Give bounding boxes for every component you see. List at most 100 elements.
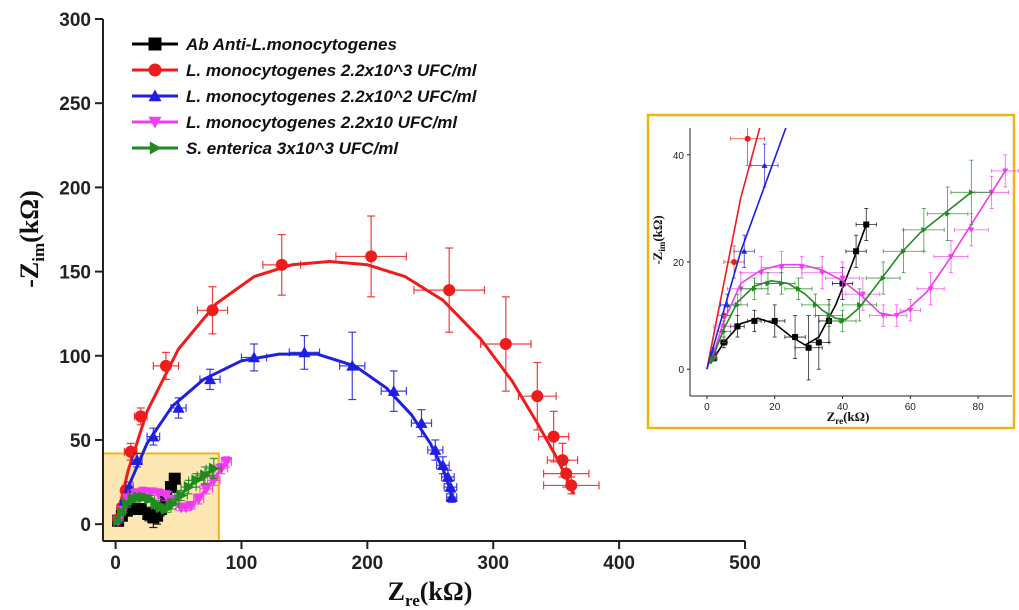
legend-marker	[149, 141, 162, 155]
data-point	[192, 494, 205, 505]
inset-data-point	[945, 210, 951, 217]
inset-x-tick-label: 40	[837, 402, 849, 413]
inset-data-point	[735, 301, 741, 308]
inset-data-point	[772, 23, 778, 29]
inset-data-point	[968, 189, 975, 196]
y-axis-title-main: -Z	[15, 262, 44, 288]
inset-data-point	[880, 313, 887, 319]
data-point	[206, 304, 219, 317]
data-point	[365, 250, 378, 263]
data-point	[443, 284, 456, 297]
data-point	[387, 385, 400, 396]
y-tick-label: 200	[59, 178, 91, 199]
data-point	[168, 472, 181, 485]
inset-fit-line	[709, 224, 868, 365]
inset-y-axis-title-main: -Z	[650, 251, 665, 264]
data-point	[436, 459, 449, 471]
inset-data-point	[947, 254, 954, 260]
inset-data-point	[806, 87, 812, 92]
inset-data-point	[927, 286, 934, 292]
legend-label: L. monocytogenes 2.2x10^2 UFC/ml	[186, 87, 478, 106]
inset-data-point	[798, 264, 805, 271]
inset-frame	[646, 113, 1016, 430]
data-point	[560, 467, 573, 480]
data-point	[547, 430, 560, 443]
data-point	[445, 491, 458, 503]
y-axis-title-sub: im	[29, 243, 48, 262]
data-point	[220, 457, 233, 468]
inset-data-point	[711, 355, 717, 362]
inset-data-point	[839, 275, 846, 282]
data-point	[531, 390, 544, 403]
series-l-monocytogenes-2-2x10-2-ufc-ml	[112, 331, 458, 525]
fit-line	[114, 352, 455, 525]
data-point	[113, 514, 125, 527]
legend-label: L. monocytogenes 2.2x10 UFC/ml	[186, 113, 458, 132]
legend-marker	[148, 89, 162, 102]
data-point	[556, 454, 569, 467]
inset-y-axis-title-unit: (kΩ)	[650, 215, 665, 241]
legend-marker	[148, 116, 162, 129]
x-axis-title: Zre(kΩ)	[388, 577, 473, 610]
inset-data-point	[771, 317, 778, 324]
inset-x-axis-title-sub: re	[835, 416, 843, 426]
x-tick-label: 300	[477, 553, 509, 574]
x-axis-title-main: Z	[388, 577, 405, 606]
data-point	[124, 445, 137, 458]
data-point	[565, 479, 578, 492]
inset-x-tick-label: 60	[905, 402, 917, 413]
data-point	[208, 462, 220, 475]
inset-data-point	[907, 307, 914, 314]
data-point	[191, 474, 203, 487]
y-tick-label: 300	[59, 10, 91, 31]
inset-data-point	[796, 285, 802, 292]
y-tick-label: 250	[59, 94, 91, 115]
data-point	[130, 454, 143, 465]
legend-item-ab-anti-l-monocytogenes: Ab Anti-L.monocytogenes	[132, 35, 397, 54]
data-point	[144, 492, 156, 505]
data-point	[167, 497, 179, 510]
inset-data-point	[744, 135, 751, 142]
inset-data-point	[761, 162, 768, 168]
y-axis-title: -Zim(kΩ)	[15, 190, 48, 288]
inset-data-point	[734, 323, 741, 330]
inset-data-point	[815, 339, 822, 346]
x-tick-label: 0	[110, 553, 121, 574]
inset-data-point	[779, 280, 785, 287]
inset-series-s-enterica-3x10-3-ufc-ml	[709, 159, 993, 365]
inset-y-axis-title-sub: im	[657, 241, 667, 252]
data-point	[275, 258, 288, 271]
data-point	[176, 489, 188, 502]
inset-data-point	[893, 313, 900, 319]
inset-data-point	[1002, 168, 1009, 174]
x-tick-label: 100	[226, 553, 258, 574]
x-tick-label: 500	[729, 553, 761, 574]
inset-data-point	[752, 285, 758, 292]
x-tick-label: 400	[603, 553, 635, 574]
data-point	[429, 444, 442, 455]
inset-data-point	[873, 0, 879, 2]
inset-y-tick-label: 0	[678, 365, 684, 376]
data-point	[248, 351, 261, 363]
inset-error-bar	[758, 0, 792, 53]
series-s-enterica-3x10-3-ufc-ml	[113, 457, 222, 527]
inset-data-point	[721, 328, 727, 335]
inset-x-axis-title-main: Z	[827, 409, 836, 424]
data-point	[298, 346, 311, 358]
inset-data-point	[857, 301, 863, 308]
x-axis-title-sub: re	[405, 591, 420, 610]
inset-y-tick-label: 40	[673, 151, 685, 162]
legend-item-l-monocytogenes-2-2x10-2-ufc-ml: L. monocytogenes 2.2x10^2 UFC/ml	[132, 87, 478, 106]
legend-item-l-monocytogenes-2-2x10-ufc-ml: L. monocytogenes 2.2x10 UFC/ml	[132, 113, 458, 132]
y-tick-label: 50	[70, 431, 91, 452]
data-point	[204, 373, 216, 385]
inset-x-tick-label: 20	[769, 402, 781, 413]
data-point	[200, 469, 211, 482]
data-point	[117, 506, 128, 519]
series-l-monocytogenes-2-2x10-3-ufc-ml	[112, 215, 600, 526]
inset-x-axis-title-unit: (kΩ)	[843, 409, 869, 424]
inset-x-axis-title: Zre(kΩ)	[827, 409, 870, 426]
inset-error-bar	[856, 0, 897, 32]
